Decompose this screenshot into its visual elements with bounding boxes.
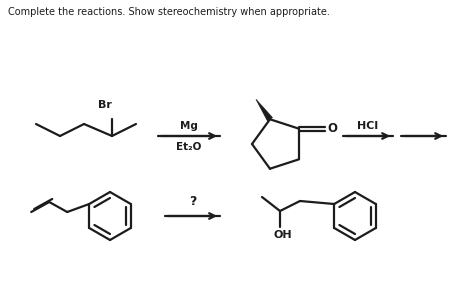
Text: Et₂O: Et₂O xyxy=(176,142,202,152)
Text: Mg: Mg xyxy=(180,121,198,131)
Text: Complete the reactions. Show stereochemistry when appropriate.: Complete the reactions. Show stereochemi… xyxy=(8,7,330,17)
Text: Br: Br xyxy=(98,100,112,110)
Text: OH: OH xyxy=(274,230,292,240)
Text: HCl: HCl xyxy=(357,121,379,131)
Text: ?: ? xyxy=(189,195,196,208)
Polygon shape xyxy=(256,99,273,121)
Text: O: O xyxy=(327,122,337,135)
